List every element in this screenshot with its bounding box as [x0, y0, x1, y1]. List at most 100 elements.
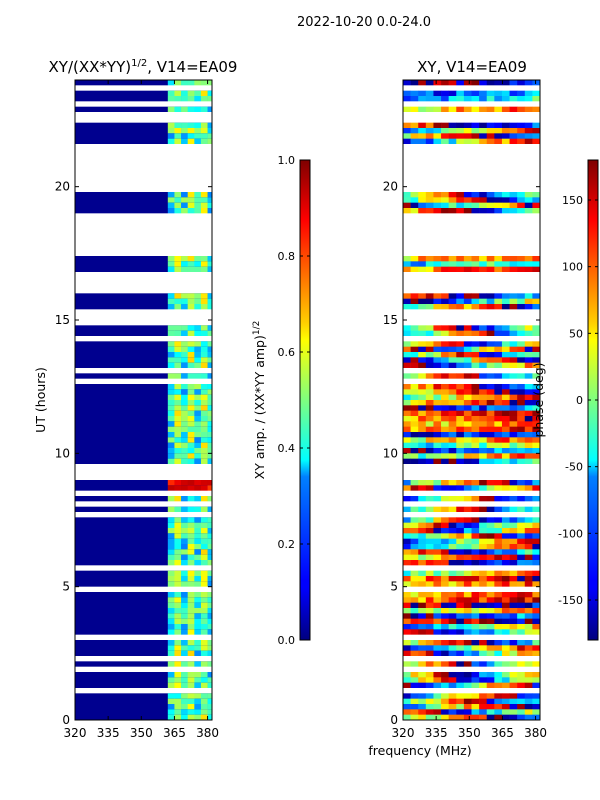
phase-cell: [418, 448, 427, 454]
phase-cell: [501, 650, 510, 657]
phase-cell: [433, 202, 442, 209]
phase-cell: [471, 661, 480, 668]
phase-cell: [494, 709, 503, 716]
amplitude-cell: [181, 458, 188, 465]
amplitude-cell: [181, 576, 188, 582]
figure-suptitle: 2022-10-20 0.0-24.0: [297, 15, 431, 30]
phase-cell: [532, 437, 541, 444]
amplitude-cell: [200, 693, 208, 700]
phase-cell: [410, 624, 419, 630]
phase-cell: [494, 106, 503, 113]
phase-cell: [425, 325, 434, 332]
phase-cell: [433, 261, 442, 268]
phase-cell: [471, 597, 480, 604]
phase-cell: [448, 698, 457, 705]
phase-cell: [517, 549, 526, 556]
amplitude-cell: [181, 645, 188, 652]
phase-cell: [441, 453, 449, 460]
phase-cell: [433, 533, 442, 540]
phase-cell: [425, 192, 434, 198]
phase-cell: [509, 709, 518, 716]
y-tick-label: 5: [62, 580, 70, 594]
phase-cell: [418, 650, 427, 657]
amplitude-cell: [181, 549, 188, 556]
amplitude-cell: [200, 325, 208, 332]
phase-cell: [448, 672, 457, 678]
amplitude-cell: [167, 709, 175, 716]
phase-cell: [403, 714, 411, 721]
amplitude-cell: [187, 437, 195, 444]
phase-cell: [441, 496, 449, 502]
phase-cell: [418, 538, 427, 545]
phase-cell: [410, 357, 419, 364]
phase-cell: [403, 522, 411, 529]
amplitude-cell: [194, 330, 202, 337]
phase-cell: [403, 709, 411, 716]
amplitude-cell: [181, 437, 188, 444]
phase-cell: [403, 698, 411, 705]
amplitude-cell: [181, 682, 188, 689]
phase-cell: [517, 208, 526, 214]
phase-cell: [494, 400, 503, 406]
phase-cell: [501, 389, 510, 396]
amplitude-cell: [200, 352, 208, 358]
phase-cell: [509, 96, 518, 102]
flagged-row: [75, 634, 212, 641]
phase-cell: [486, 528, 495, 534]
phase-cell: [456, 197, 465, 204]
phase-cell: [532, 330, 541, 337]
phase-cell: [479, 613, 488, 620]
phase-cell: [471, 442, 480, 449]
phase-cell: [418, 560, 427, 566]
amplitude-cell: [207, 613, 213, 620]
amplitude-cell: [194, 421, 202, 428]
phase-cell: [486, 693, 495, 700]
phase-cell: [486, 106, 495, 113]
colorbar-tick-label: 100: [562, 261, 583, 274]
phase-cell: [494, 256, 503, 262]
amplitude-cell: [207, 346, 213, 353]
flagged-row: [403, 565, 540, 572]
phase-cell: [486, 538, 495, 545]
phase-cell: [410, 90, 419, 97]
phase-cell: [532, 517, 541, 524]
phase-cell: [463, 528, 472, 534]
phase-cell: [456, 256, 465, 262]
phase-cell: [433, 554, 442, 561]
phase-cell: [486, 384, 495, 390]
amplitude-cell: [194, 672, 202, 678]
phase-cell: [479, 122, 488, 129]
phase-cell: [471, 90, 480, 97]
amplitude-cell: [194, 485, 202, 492]
phase-cell: [418, 416, 427, 422]
phase-cell: [524, 421, 533, 428]
amplitude-cell: [207, 96, 213, 102]
phase-colorbar-label: phase (deg): [531, 362, 546, 437]
amplitude-cell: [187, 426, 195, 433]
amplitude-cell: [187, 96, 195, 102]
amplitude-cell: [187, 538, 195, 545]
frequency-xlabel: frequency (MHz): [368, 743, 471, 758]
flagged-row: [403, 85, 540, 92]
amplitude-cell: [207, 133, 213, 140]
phase-cell: [509, 208, 518, 214]
phase-cell: [479, 293, 488, 300]
amplitude-cell: [200, 613, 208, 620]
phase-cell: [471, 416, 480, 422]
phase-cell: [403, 80, 411, 86]
phase-cell: [403, 640, 411, 646]
phase-cell: [509, 581, 518, 588]
phase-cell: [471, 128, 480, 134]
amplitude-row: [75, 624, 212, 630]
phase-cell: [494, 426, 503, 433]
phase-cell: [418, 480, 427, 486]
phase-cell: [441, 448, 449, 454]
phase-cell: [448, 90, 457, 97]
amplitude-cell: [181, 560, 188, 566]
phase-cell: [471, 96, 480, 102]
phase-cell: [532, 645, 541, 652]
phase-cell: [441, 629, 449, 636]
amplitude-row: [75, 602, 212, 609]
